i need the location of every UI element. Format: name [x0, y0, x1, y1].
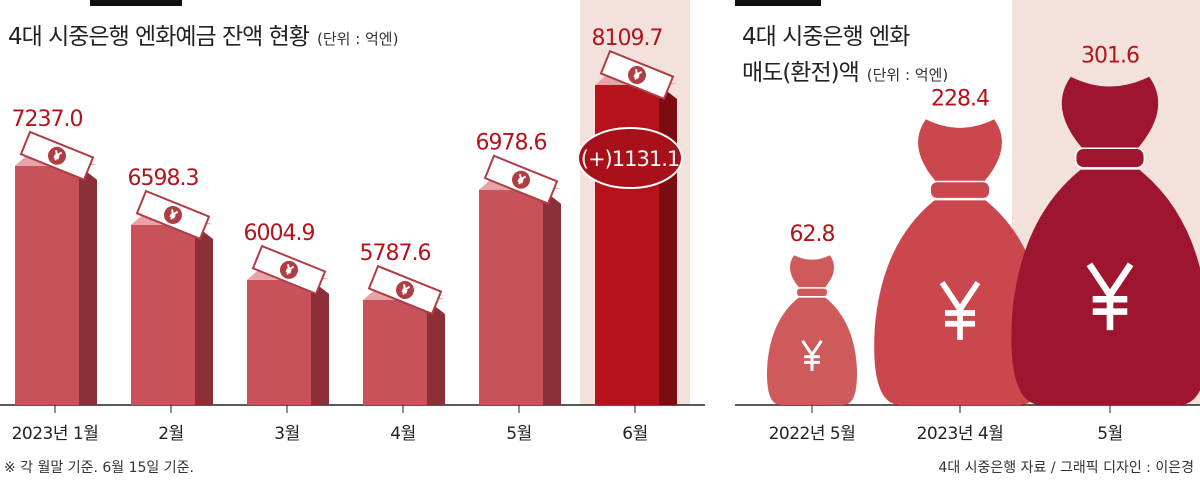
yen-icon: [401, 284, 411, 295]
yen-stroke: [801, 339, 823, 371]
yen-icon: [169, 209, 179, 220]
bill-icon: [483, 154, 559, 205]
value-label: 6598.3: [128, 166, 199, 191]
bill-icon: [367, 264, 443, 316]
bar-side: [195, 224, 213, 405]
annotation-badge: [577, 127, 683, 189]
x-tick-label: 3월: [274, 424, 299, 444]
x-tick-label: 6월: [622, 424, 647, 444]
bill-icon: [599, 49, 675, 101]
top-accent: [90, 0, 182, 6]
yen-stroke: [517, 173, 527, 185]
yen-stroke: [401, 284, 411, 295]
x-tick-label: 2023년 1월: [12, 424, 99, 444]
value-label: 5787.6: [360, 241, 431, 266]
bar-side: [543, 189, 561, 405]
yen-icon: [285, 264, 295, 275]
chart-title: 4대 시중은행 엔화예금 잔액 현황: [8, 24, 310, 50]
bar: [131, 224, 195, 405]
bag-top: [918, 119, 1002, 188]
bag-tie: [795, 287, 829, 298]
bar-side: [311, 279, 329, 405]
value-label: 301.6: [1081, 44, 1139, 69]
bar-side: [659, 85, 677, 405]
money-bag: [874, 200, 1046, 405]
x-tick-label: 2022년 5월: [769, 424, 856, 444]
value-label: 6004.9: [244, 221, 315, 246]
bar: [15, 165, 79, 405]
chart-title: 매도(환전)액: [742, 60, 859, 86]
yen-stroke: [633, 69, 643, 80]
yen-icon: [939, 280, 981, 340]
yen-stroke: [53, 150, 63, 161]
x-tick-label: 5월: [506, 424, 531, 444]
source: 4대 시중은행 자료 / 그래픽 디자인 : 이은경: [938, 460, 1194, 476]
yen-icon: [1086, 262, 1134, 331]
yen-icon: [801, 339, 823, 371]
unit-label: (단위 : 억엔): [317, 30, 399, 48]
bar-side: [427, 300, 445, 405]
bar: [363, 300, 427, 405]
x-tick-label: 2월: [158, 424, 183, 444]
value-label: 62.8: [790, 222, 835, 247]
top-accent: [735, 0, 821, 6]
value-label: 6978.6: [476, 131, 547, 156]
yen-icon: [517, 173, 527, 185]
yen-stroke: [1086, 262, 1134, 331]
yen-icon: [633, 69, 643, 80]
bag-top: [790, 255, 834, 291]
value-label: 7237.0: [12, 107, 83, 132]
bar: [247, 279, 311, 405]
bag-tie: [929, 180, 991, 200]
bag-tie: [1074, 147, 1146, 169]
x-tick-label: 4월: [390, 424, 415, 444]
yen-stroke: [169, 209, 179, 220]
chart-title: 4대 시중은행 엔화: [742, 24, 910, 50]
bill-icon: [19, 130, 95, 181]
x-tick-label: 5월: [1097, 424, 1122, 444]
annotation: (+)1131.1: [581, 147, 679, 171]
unit-label: (단위 : 억엔): [867, 66, 949, 84]
bill-icon: [251, 244, 327, 296]
money-bag: [767, 297, 857, 405]
footnote: ※ 각 월말 기준. 6월 15일 기준.: [4, 460, 194, 476]
bill-icon: [135, 189, 211, 241]
x-tick-label: 2023년 4월: [917, 424, 1004, 444]
yen-icon: [53, 150, 63, 161]
bar-side: [79, 165, 97, 405]
yen-stroke: [285, 264, 295, 275]
value-label: 228.4: [931, 86, 989, 111]
yen-stroke: [939, 280, 981, 340]
bag-top: [1061, 76, 1159, 156]
bar: [479, 189, 543, 405]
value-label: 8109.7: [592, 26, 663, 51]
